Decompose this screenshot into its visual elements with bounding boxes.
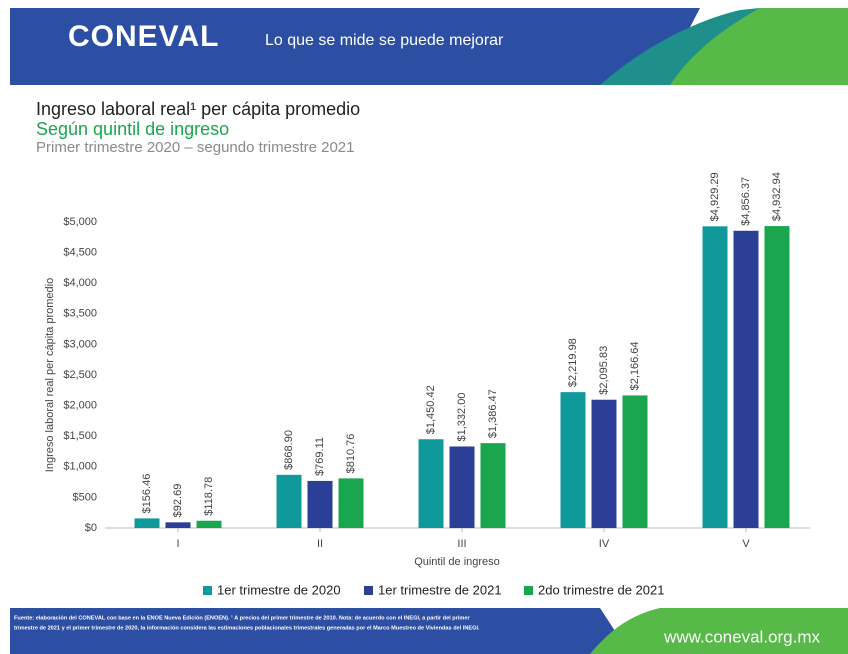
bar (418, 439, 444, 528)
value-label: $1,386.47 (487, 389, 499, 438)
y-tick-label: $4,000 (63, 277, 97, 289)
legend-label: 2do trimestre de 2021 (538, 582, 664, 597)
value-label: $4,856.37 (740, 177, 752, 226)
chart-subtitle: Según quintil de ingreso (36, 119, 229, 139)
value-label: $2,219.98 (567, 338, 579, 387)
bar (449, 446, 475, 528)
legend-swatch (524, 586, 533, 595)
value-label: $92.69 (172, 484, 184, 518)
footer-swoosh (590, 608, 848, 654)
value-label: $4,932.94 (771, 172, 783, 221)
value-label: $810.76 (345, 434, 357, 474)
y-tick-label: $0 (85, 522, 97, 534)
y-axis-label: Ingreso laboral real per cápita promedio (44, 278, 56, 472)
value-label: $868.90 (283, 430, 295, 470)
chart-title: Ingreso laboral real¹ per cápita promedi… (36, 99, 360, 119)
legend-swatch (203, 586, 212, 595)
bar (702, 226, 728, 528)
y-tick-label: $3,500 (63, 308, 97, 320)
header-swoosh (640, 8, 848, 85)
bar (276, 474, 302, 528)
y-tick-label: $3,000 (63, 338, 97, 350)
tagline: Lo que se mide se puede mejorar (265, 32, 504, 49)
legend-swatch (364, 586, 373, 595)
bar (134, 518, 160, 528)
x-tick-label: I (176, 538, 179, 550)
bar (764, 226, 790, 528)
bar (480, 443, 506, 528)
value-label: $156.46 (141, 474, 153, 514)
y-tick-label: $2,500 (63, 369, 97, 381)
x-axis-label: Quintil de ingreso (414, 556, 500, 568)
bar (591, 399, 617, 528)
bar (622, 395, 648, 528)
x-tick-label: III (457, 538, 466, 550)
x-tick-label: IV (599, 538, 610, 550)
x-tick-label: II (317, 538, 323, 550)
value-label: $2,166.64 (629, 341, 641, 390)
y-tick-label: $500 (73, 491, 97, 503)
value-label: $1,450.42 (425, 385, 437, 434)
footer-url: www.coneval.org.mx (663, 627, 820, 646)
value-label: $118.78 (203, 477, 215, 516)
bar (338, 478, 364, 528)
chart-period: Primer trimestre 2020 – segundo trimestr… (36, 139, 354, 156)
footer-band (10, 608, 630, 654)
header-band (10, 8, 700, 85)
bar (196, 520, 222, 528)
header-swoosh-2 (600, 8, 760, 85)
x-tick-label: V (742, 538, 750, 550)
bar (560, 392, 586, 528)
y-tick-label: $1,000 (63, 461, 97, 473)
footer-source: Fuente: elaboración del CONEVAL con base… (14, 614, 471, 621)
logo: CONEVAL (68, 20, 219, 53)
bar (165, 522, 191, 528)
bar (307, 480, 333, 528)
y-tick-label: $5,000 (63, 216, 97, 228)
value-label: $2,095.83 (598, 346, 610, 395)
legend-label: 1er trimestre de 2021 (378, 582, 502, 597)
legend-label: 1er trimestre de 2020 (217, 582, 341, 597)
footer-source: trimestre de 2021 y el primer trimestre … (14, 625, 480, 631)
value-label: $769.11 (314, 437, 326, 476)
y-tick-label: $2,000 (63, 400, 97, 412)
y-tick-label: $4,500 (63, 247, 97, 259)
value-label: $4,929.29 (709, 172, 721, 221)
y-tick-label: $1,500 (63, 430, 97, 442)
value-label: $1,332.00 (456, 393, 468, 442)
bar (733, 230, 759, 528)
